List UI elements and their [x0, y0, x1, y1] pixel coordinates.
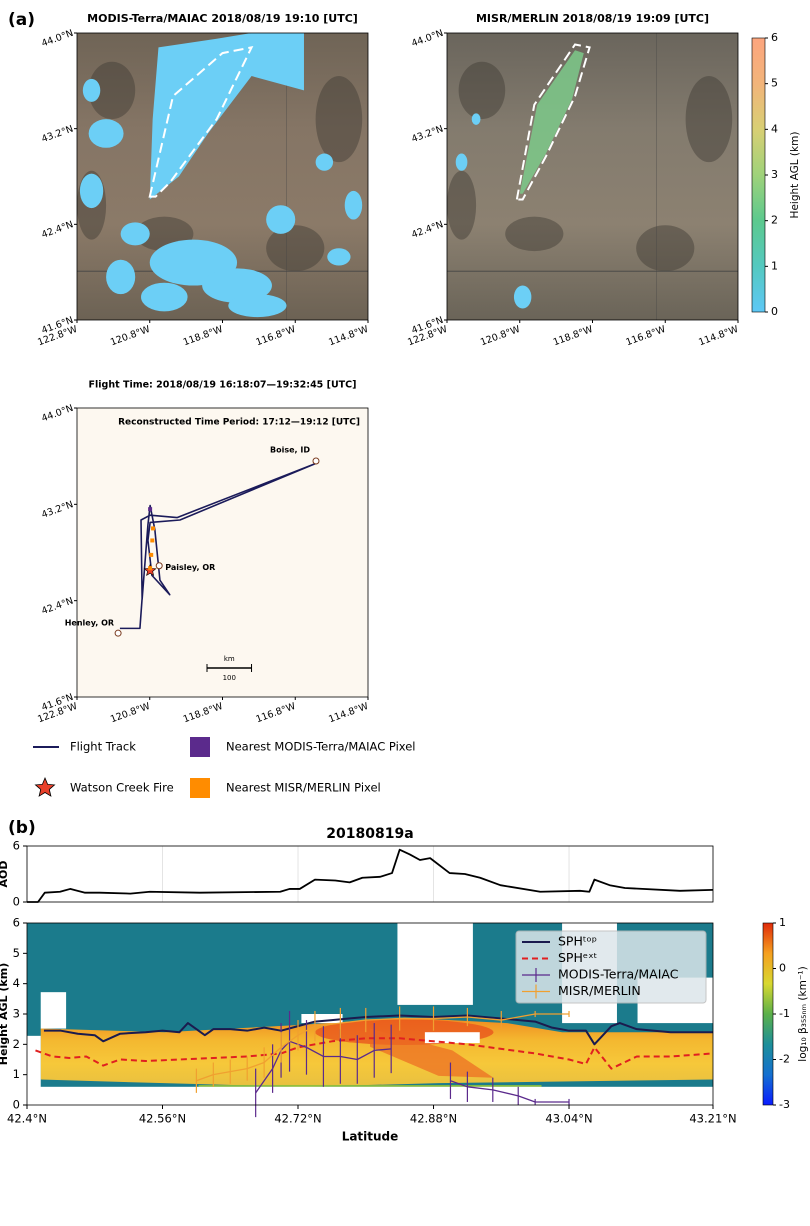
colorbar-tick-label: -3 — [779, 1098, 790, 1111]
cloud — [83, 79, 100, 102]
x-tick-label: 43.04°N — [545, 1112, 592, 1126]
cloud — [316, 154, 333, 171]
scale-unit: km — [224, 655, 235, 663]
x-tick-label: 42.56°N — [139, 1112, 186, 1126]
no-data — [41, 992, 66, 1028]
y-tick-label: 3 — [13, 1007, 20, 1021]
colorbar-tick-label: 0 — [779, 962, 786, 975]
y-tick-label: 2 — [13, 1037, 20, 1051]
figure: (a) (b) MODIS-Terra/MAIAC 2018/08/19 19:… — [0, 0, 810, 1226]
panel-label: (b) — [8, 818, 36, 838]
colorbar-tick-label: 2 — [771, 214, 778, 227]
place-marker — [156, 563, 162, 569]
pixel-marker — [149, 553, 153, 557]
y-tick-label: 6 — [13, 839, 20, 853]
pixel-marker — [150, 538, 154, 542]
legend-label: MISR/MERLIN — [558, 983, 641, 998]
place-marker — [313, 458, 319, 464]
pixel-marker — [148, 566, 152, 570]
no-data — [397, 923, 472, 1005]
legend-label: SPHᵗᵒᵖ — [558, 934, 597, 949]
legend-label: Watson Creek Fire — [70, 781, 174, 795]
cloud — [345, 191, 362, 220]
place-label: Henley, OR — [65, 619, 114, 628]
x-tick-label: 42.88°N — [410, 1112, 457, 1126]
cloud — [514, 286, 531, 309]
colorbar-tick-label: -2 — [779, 1053, 790, 1066]
x-tick-label: 42.72°N — [274, 1112, 321, 1126]
colorbar — [763, 923, 773, 1105]
y-tick-label: 0 — [13, 895, 20, 909]
place-label: Paisley, OR — [165, 563, 215, 572]
pixel-marker — [151, 526, 155, 530]
y-axis-label: Height AGL (km) — [0, 963, 10, 1065]
page: (a) (b) MODIS-Terra/MAIAC 2018/08/19 19:… — [0, 0, 810, 1226]
cloud — [228, 294, 286, 317]
colorbar-tick-label: 4 — [771, 122, 778, 135]
terrain-shade — [505, 217, 563, 251]
pixel-marker — [148, 507, 152, 511]
x-tick-label: 43.21°N — [689, 1112, 736, 1126]
x-axis-label: Latitude — [342, 1130, 399, 1144]
terrain-shade — [459, 62, 506, 119]
colorbar-label: Height AGL (km) — [789, 132, 801, 219]
y-tick-label: 6 — [13, 916, 20, 930]
y-tick-label: 0 — [13, 1098, 20, 1112]
scale-length: 100 — [223, 674, 236, 682]
no-data — [27, 1087, 713, 1105]
cloud — [472, 113, 481, 124]
annotation: Reconstructed Time Period: 17:12—19:12 [… — [118, 418, 360, 428]
colorbar-tick-label: 1 — [771, 259, 778, 272]
legend-label: SPHᵉˣᵗ — [558, 950, 597, 965]
cloud — [456, 154, 468, 171]
colorbar-tick-label: 1 — [779, 916, 786, 929]
map-title: MISR/MERLIN 2018/08/19 19:09 [UTC] — [476, 12, 709, 25]
colorbar — [752, 38, 765, 312]
cloud — [106, 260, 135, 294]
cloud — [89, 119, 124, 148]
legend-label: Nearest MODIS-Terra/MAIAC Pixel — [226, 740, 416, 754]
legend-label: MODIS-Terra/MAIAC — [558, 967, 679, 982]
terrain-shade — [686, 76, 733, 162]
legend-label: Flight Track — [70, 740, 136, 754]
y-tick-label: 1 — [13, 1067, 20, 1081]
terrain-shade — [447, 171, 476, 240]
legend-swatch — [190, 737, 210, 757]
colorbar-tick-label: -1 — [779, 1007, 790, 1020]
panel-label: (a) — [8, 10, 35, 30]
map-background — [77, 408, 368, 697]
map-title: Flight Time: 2018/08/19 16:18:07—19:32:4… — [89, 380, 357, 391]
y-tick-label: 4 — [13, 976, 20, 990]
colorbar-tick-label: 6 — [771, 31, 778, 44]
y-axis-label: AOD — [0, 861, 10, 888]
chart-title: 20180819a — [326, 826, 413, 842]
colorbar-tick-label: 0 — [771, 305, 778, 318]
cloud — [80, 174, 103, 208]
no-data — [27, 1036, 41, 1105]
cloud — [266, 205, 295, 234]
x-tick-label: 42.4°N — [7, 1112, 47, 1126]
map-title: MODIS-Terra/MAIAC 2018/08/19 19:10 [UTC] — [87, 12, 358, 25]
cloud — [141, 283, 188, 312]
cloud — [327, 248, 350, 265]
place-marker — [115, 630, 121, 636]
colorbar-tick-label: 5 — [771, 77, 778, 90]
legend-label: Nearest MISR/MERLIN Pixel — [226, 781, 381, 795]
colorbar-label: log₁₀ β₃₅₅ₙₘ (km⁻¹) — [797, 966, 809, 1061]
terrain-shade — [316, 76, 363, 162]
y-tick-label: 5 — [13, 946, 20, 960]
legend-swatch — [190, 778, 210, 798]
terrain-shade — [636, 225, 694, 271]
place-label: Boise, ID — [270, 445, 310, 454]
cloud — [121, 222, 150, 245]
colorbar-tick-label: 3 — [771, 168, 778, 181]
